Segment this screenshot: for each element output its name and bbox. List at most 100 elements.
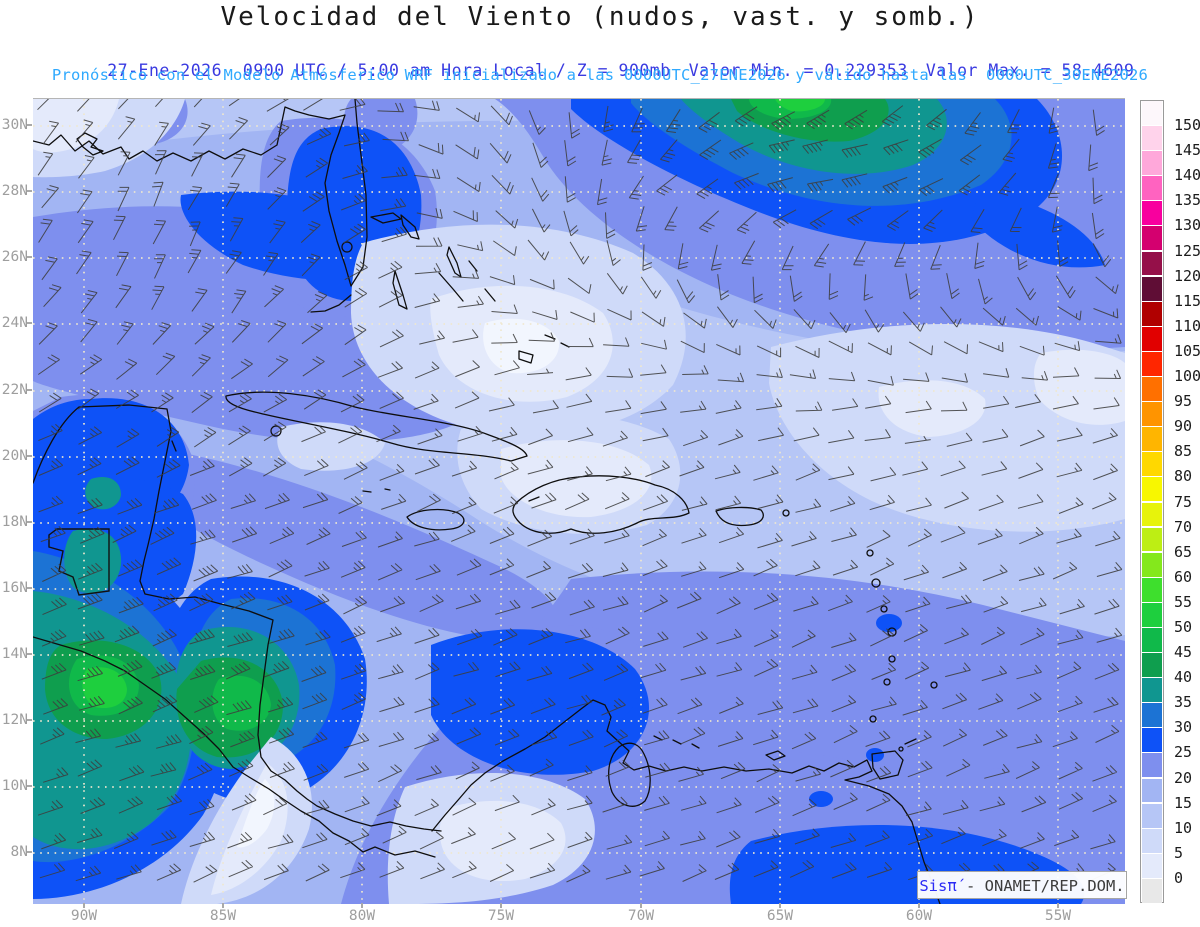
- wind-map-canvas: [32, 84, 1125, 905]
- lon-tick: [500, 903, 502, 908]
- colorbar-label: 65: [1174, 542, 1193, 561]
- lon-tick: [918, 903, 920, 908]
- colorbar-cell: [1142, 201, 1162, 226]
- colorbar-cell: [1142, 226, 1162, 251]
- subtitle-max-value: Valor Max. = 58.4609: [925, 61, 1135, 80]
- colorbar-label: 60: [1174, 567, 1193, 586]
- colorbar-cell: [1142, 678, 1162, 703]
- colorbar-cell: [1142, 126, 1162, 150]
- colorbar-label: 40: [1174, 668, 1193, 687]
- subtitle-line: 27-Ene-2026 0900 UTC / 5:00 am Hora Loca…: [30, 42, 1170, 99]
- colorbar-label: 80: [1174, 467, 1193, 486]
- colorbar-cell: [1142, 101, 1162, 125]
- lat-label: 12N: [1, 712, 28, 728]
- colorbar-cell: [1142, 502, 1162, 527]
- colorbar-label: 95: [1174, 392, 1193, 411]
- colorbar-label: 140: [1174, 166, 1200, 185]
- colorbar-label: 15: [1174, 793, 1193, 812]
- lat-tick: [27, 785, 32, 787]
- colorbar-label: 145: [1174, 141, 1200, 160]
- lat-label: 26N: [1, 249, 28, 265]
- colorbar-label: 10: [1174, 818, 1193, 837]
- colorbar-cell: [1142, 552, 1162, 577]
- colorbar-label: 85: [1174, 442, 1193, 461]
- lat-label: 10N: [1, 778, 28, 794]
- colorbar-label: 70: [1174, 517, 1193, 536]
- coastline-layer: [32, 98, 941, 905]
- lon-tick: [83, 903, 85, 908]
- lon-label: 85W: [209, 908, 237, 924]
- watermark-brand: Sisπ́: [919, 877, 957, 895]
- lat-tick: [27, 389, 32, 391]
- colorbar-label: 105: [1174, 341, 1200, 360]
- colorbar-cell: [1142, 703, 1162, 728]
- lat-tick: [27, 256, 32, 258]
- lon-label: 75W: [487, 908, 515, 924]
- colorbar-cell: [1142, 778, 1162, 803]
- colorbar-cell: [1142, 151, 1162, 176]
- colorbar-label: 55: [1174, 592, 1193, 611]
- lat-label: 30N: [1, 117, 28, 133]
- colorbar-cell: [1142, 627, 1162, 652]
- lon-tick: [361, 903, 363, 908]
- colorbar-label: 130: [1174, 216, 1200, 235]
- lon-label: 90W: [70, 908, 98, 924]
- colorbar: [1140, 100, 1164, 903]
- colorbar-cell: [1142, 427, 1162, 452]
- lat-label: 14N: [1, 646, 28, 662]
- lat-tick: [27, 521, 32, 523]
- lon-label: 70W: [627, 908, 655, 924]
- colorbar-cell: [1142, 828, 1162, 853]
- forecast-line: Pronóstico con el Modelo Atmósferico WRF…: [51, 66, 1149, 84]
- colorbar-cell: [1142, 377, 1162, 401]
- colorbar-cell: [1142, 853, 1162, 878]
- lat-tick: [27, 124, 32, 126]
- subtitle-datetime: 27-Ene-2026 0900 UTC / 5:00 am Hora Loca…: [107, 61, 671, 80]
- lon-label: 65W: [766, 908, 794, 924]
- colorbar-label: 20: [1174, 768, 1193, 787]
- colorbar-cell: [1142, 402, 1162, 427]
- watermark-badge: Sisπ́ - ONAMET/REP.DOM.: [917, 871, 1127, 899]
- colorbar-cell: [1142, 803, 1162, 828]
- page-title: Velocidad del Viento (nudos, vast. y som…: [220, 2, 980, 32]
- colorbar-label: 5: [1174, 843, 1184, 862]
- colorbar-cell: [1142, 326, 1162, 351]
- map-area: [32, 84, 1125, 905]
- subtitle-min-value: Valor Min. = 0.229353: [688, 61, 908, 80]
- colorbar-label: 50: [1174, 617, 1193, 636]
- colorbar-cell: [1142, 452, 1162, 477]
- lat-label: 18N: [1, 514, 28, 530]
- lat-tick: [27, 851, 32, 853]
- colorbar-cell: [1142, 276, 1162, 301]
- colorbar-label: 150: [1174, 116, 1200, 135]
- lon-label: 60W: [905, 908, 933, 924]
- colorbar-cell: [1142, 301, 1162, 326]
- colorbar-label: 135: [1174, 191, 1200, 210]
- colorbar-cell: [1142, 728, 1162, 753]
- watermark-text: - ONAMET/REP.DOM.: [956, 877, 1125, 895]
- colorbar-cell: [1142, 176, 1162, 201]
- colorbar-label: 100: [1174, 367, 1200, 386]
- lat-tick: [27, 719, 32, 721]
- colorbar-label: 125: [1174, 241, 1200, 260]
- colorbar-cell: [1142, 577, 1162, 602]
- colorbar-cell: [1142, 477, 1162, 502]
- colorbar-cell: [1142, 753, 1162, 778]
- guatemala-domain-box: [48, 528, 110, 596]
- colorbar-label: 120: [1174, 266, 1200, 285]
- colorbar-cell: [1142, 351, 1162, 376]
- colorbar-cell: [1142, 602, 1162, 627]
- lat-label: 20N: [1, 448, 28, 464]
- colorbar-label: 25: [1174, 743, 1193, 762]
- lon-tick: [640, 903, 642, 908]
- colorbar-label: 0: [1174, 868, 1184, 887]
- colorbar-label: 115: [1174, 291, 1200, 310]
- lat-label: 22N: [1, 382, 28, 398]
- lat-tick: [27, 455, 32, 457]
- lon-tick: [779, 903, 781, 908]
- lon-label: 80W: [348, 908, 376, 924]
- colorbar-cell: [1142, 653, 1162, 677]
- colorbar-label: 35: [1174, 693, 1193, 712]
- lon-label: 55W: [1044, 908, 1072, 924]
